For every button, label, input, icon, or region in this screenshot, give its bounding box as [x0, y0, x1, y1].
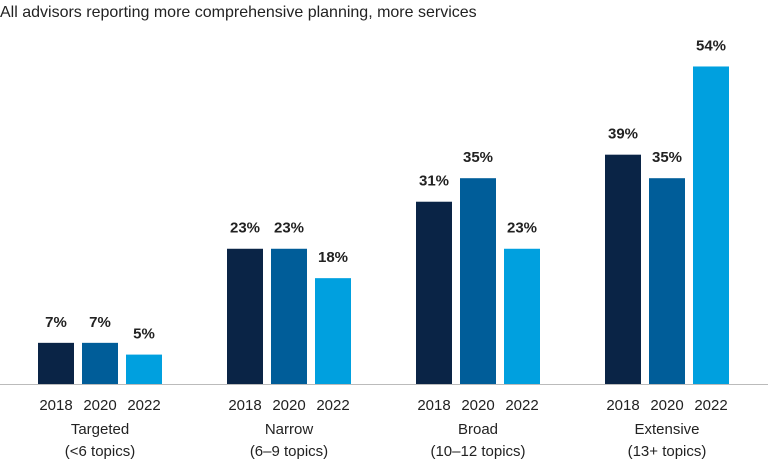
category-label: (10–12 topics): [430, 443, 525, 460]
value-label: 35%: [652, 149, 682, 166]
bar: [504, 248, 540, 384]
category-label: (6–9 topics): [250, 443, 328, 460]
value-label: 54%: [696, 37, 726, 54]
value-label: 23%: [274, 220, 304, 237]
value-label: 7%: [45, 314, 67, 331]
category-label: (<6 topics): [65, 443, 135, 460]
category-label: Broad: [458, 421, 498, 438]
year-label: 2020: [272, 397, 305, 414]
year-label: 2020: [650, 397, 683, 414]
value-label: 18%: [318, 249, 348, 266]
year-label: 2022: [694, 397, 727, 414]
year-label: 2018: [39, 397, 72, 414]
chart-title: All advisors reporting more comprehensiv…: [0, 4, 477, 21]
category-label: Extensive: [634, 421, 699, 438]
value-label: 35%: [463, 149, 493, 166]
year-label: 2018: [228, 397, 261, 414]
category-label: Targeted: [71, 421, 129, 438]
bar: [416, 201, 452, 384]
year-label: 2018: [606, 397, 639, 414]
value-label: 39%: [608, 126, 638, 143]
year-label: 2020: [83, 397, 116, 414]
value-label: 5%: [133, 326, 155, 343]
bar: [38, 342, 74, 384]
bar: [315, 278, 351, 384]
bar: [126, 354, 162, 384]
bar: [271, 248, 307, 384]
year-label: 2022: [127, 397, 160, 414]
year-label: 2022: [505, 397, 538, 414]
bar: [82, 342, 118, 384]
value-label: 23%: [507, 220, 537, 237]
bar: [605, 154, 641, 384]
bar: [693, 66, 729, 384]
bar: [460, 178, 496, 384]
year-label: 2020: [461, 397, 494, 414]
category-label: (13+ topics): [628, 443, 707, 460]
category-label: Narrow: [265, 421, 314, 438]
value-label: 31%: [419, 173, 449, 190]
value-label: 7%: [89, 314, 111, 331]
bar: [227, 248, 263, 384]
bar: [649, 178, 685, 384]
value-label: 23%: [230, 220, 260, 237]
year-label: 2018: [417, 397, 450, 414]
year-label: 2022: [316, 397, 349, 414]
